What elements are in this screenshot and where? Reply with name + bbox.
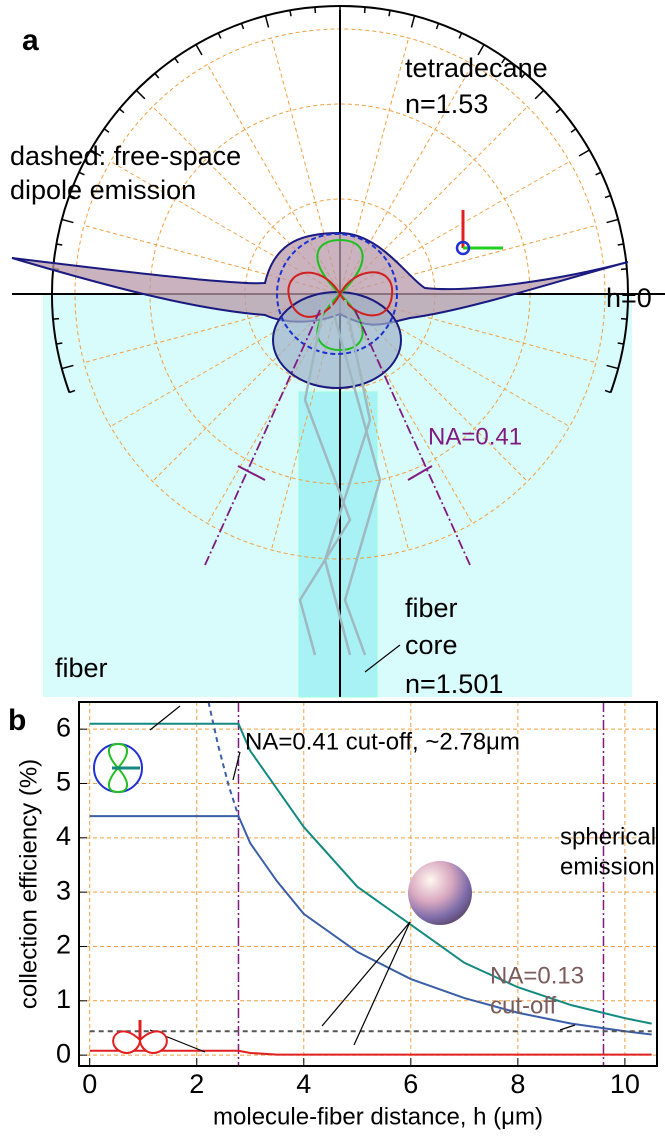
ring-tick bbox=[61, 364, 74, 370]
rays bbox=[298, 299, 382, 656]
x-tick-label: 6 bbox=[403, 1069, 418, 1099]
ring-tick bbox=[388, 10, 391, 17]
y-axis-label: collection efficiency (%) bbox=[15, 759, 42, 1009]
ring-tick bbox=[264, 15, 270, 28]
core-label: core bbox=[405, 630, 458, 660]
ring-tick bbox=[604, 389, 611, 394]
series-line bbox=[89, 1049, 652, 1056]
leader-line bbox=[149, 705, 181, 731]
annotation: NA=0.13 bbox=[490, 962, 584, 989]
x-tick-label: 2 bbox=[189, 1069, 204, 1099]
core-index: n=1.501 bbox=[405, 669, 503, 699]
ring-tick bbox=[578, 149, 590, 157]
ring-tick bbox=[620, 268, 627, 271]
ring-tick bbox=[363, 7, 366, 14]
y-tick-label: 4 bbox=[56, 821, 71, 851]
y-tick-label: 6 bbox=[56, 712, 71, 742]
ring-tick bbox=[154, 72, 160, 79]
ring-tick bbox=[103, 128, 110, 133]
na-cone bbox=[204, 309, 471, 566]
annotation: spherical bbox=[560, 823, 656, 850]
panel-a: a tetradecane n=1.53 dashed: free-space … bbox=[10, 5, 665, 699]
interface-label: h=0 bbox=[606, 283, 652, 313]
panel-label: a bbox=[22, 24, 39, 57]
ring-tick bbox=[520, 72, 526, 79]
ring-tick bbox=[314, 7, 317, 14]
ring-tick bbox=[56, 342, 63, 345]
ring-tick bbox=[617, 342, 624, 345]
ring-tick bbox=[217, 32, 222, 39]
ring-tick bbox=[240, 23, 245, 30]
ring-tick bbox=[617, 243, 624, 246]
ring-tick bbox=[534, 89, 545, 100]
ring-tick bbox=[56, 243, 63, 246]
ring-tick bbox=[570, 128, 577, 133]
na-label: NA=0.41 bbox=[428, 423, 522, 450]
ring-tick bbox=[410, 15, 416, 28]
annotation: cut-off bbox=[490, 992, 557, 1019]
ring-tick bbox=[458, 32, 463, 39]
sphere-icon bbox=[408, 861, 472, 925]
y-tick-label: 0 bbox=[56, 1038, 71, 1068]
series-line bbox=[89, 722, 652, 1025]
ring-tick bbox=[90, 149, 102, 157]
ring-tick bbox=[69, 194, 76, 199]
ring-tick bbox=[604, 194, 611, 199]
x-tick-label: 0 bbox=[82, 1069, 97, 1099]
ring-tick bbox=[606, 218, 619, 224]
ring-tick bbox=[620, 317, 627, 320]
ring-tick bbox=[174, 57, 179, 64]
series-line bbox=[207, 701, 240, 817]
plot-area bbox=[79, 702, 657, 1066]
ring-tick bbox=[555, 108, 562, 114]
ring-ticks bbox=[52, 6, 628, 394]
ring-tick bbox=[69, 389, 76, 394]
plot-frame bbox=[78, 701, 658, 1067]
ring-tick bbox=[477, 44, 485, 56]
leader-line bbox=[321, 921, 411, 1027]
ring-tick bbox=[53, 317, 60, 320]
y-tick-label: 2 bbox=[56, 930, 71, 960]
legend-text: dashed: free-space bbox=[10, 141, 241, 171]
ring-tick bbox=[195, 44, 203, 56]
leader-line bbox=[353, 921, 411, 1046]
y-tick-label: 3 bbox=[56, 875, 71, 905]
x-tick-label: 10 bbox=[610, 1069, 640, 1099]
ring-tick bbox=[135, 89, 146, 100]
core-pointer bbox=[364, 644, 401, 673]
axes-icon bbox=[455, 210, 503, 256]
dipole-dashed bbox=[276, 233, 398, 355]
ring-tick bbox=[118, 108, 125, 114]
fiber-label: fiber bbox=[55, 653, 108, 683]
ring-tick bbox=[595, 171, 602, 176]
leader-line bbox=[559, 1024, 576, 1031]
ring-tick bbox=[435, 23, 440, 30]
legend-text: dipole emission bbox=[10, 175, 196, 205]
series-line bbox=[89, 815, 652, 1036]
x-tick-label: 4 bbox=[296, 1069, 311, 1099]
y-tick-label: 1 bbox=[56, 984, 71, 1014]
x-tick-label: 8 bbox=[510, 1069, 525, 1099]
panel-label: b bbox=[8, 704, 26, 737]
ring-tick bbox=[61, 218, 74, 224]
ring-tick bbox=[501, 57, 506, 64]
x-axis-label: molecule-fiber distance, h (μm) bbox=[213, 1103, 543, 1130]
ring-tick bbox=[606, 364, 619, 370]
annotation: NA=0.41 cut-off, ~2.78μm bbox=[245, 728, 520, 755]
na-arrows bbox=[237, 465, 433, 481]
medium-index: n=1.53 bbox=[405, 89, 488, 119]
ring-tick bbox=[78, 171, 85, 176]
medium: tetradecane bbox=[405, 53, 548, 83]
panel-b: b 0 2 4 6 8 10 0 1 2 3 4 5 6 molecule-fiber distance,… bbox=[8, 701, 658, 1130]
annotation: emission bbox=[560, 853, 655, 880]
leader-line bbox=[232, 751, 241, 781]
ring-tick bbox=[289, 10, 292, 17]
emission-pattern bbox=[11, 231, 629, 326]
y-tick-label: 5 bbox=[56, 767, 71, 797]
dipole-lobes-red bbox=[287, 271, 394, 318]
core-label: fiber bbox=[405, 593, 458, 623]
